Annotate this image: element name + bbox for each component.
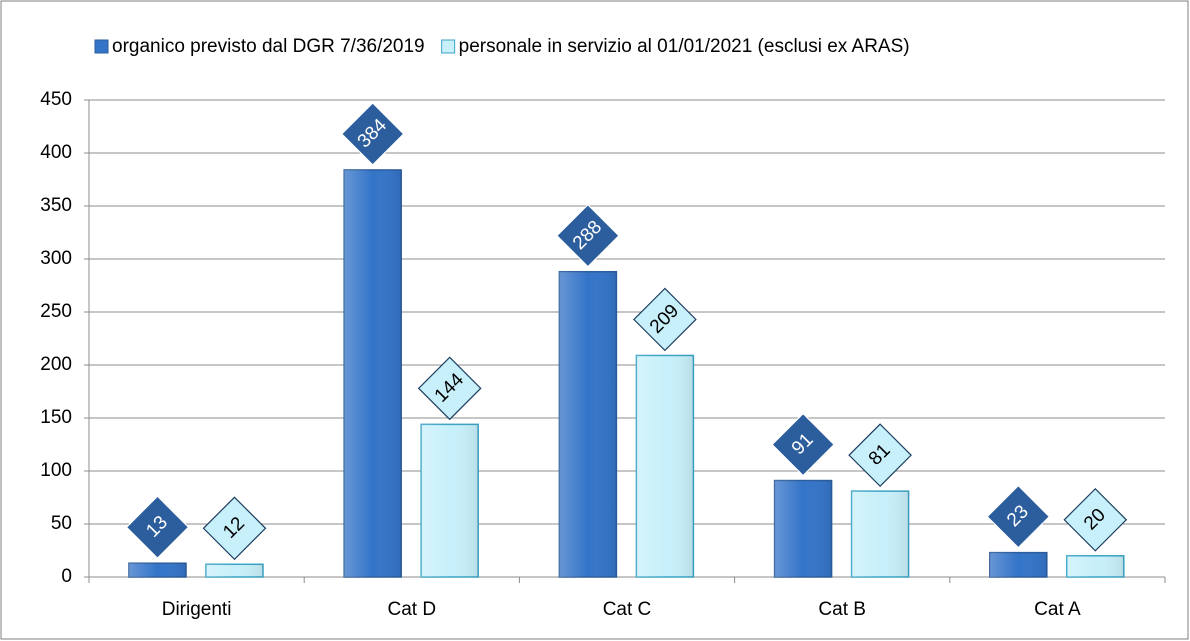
data-label-diamond — [633, 287, 697, 352]
y-tick-label: 50 — [51, 513, 72, 534]
data-label-diamond — [771, 412, 835, 477]
bar-shine — [636, 355, 694, 577]
data-label-diamond — [125, 495, 190, 560]
data-label-diamond — [556, 203, 620, 268]
x-tick-label: Cat C — [603, 599, 652, 620]
data-label-diamond — [417, 356, 482, 421]
legend-label: personale in servizio al 01/01/2021 (esc… — [459, 36, 910, 57]
bar-shine — [851, 491, 909, 577]
legend-swatch — [94, 39, 109, 54]
x-tick-label: Cat A — [1034, 599, 1081, 620]
legend-swatch — [441, 39, 456, 54]
data-label-diamond — [986, 484, 1051, 549]
y-tick-label: 150 — [40, 407, 72, 428]
bar-shine — [206, 564, 263, 577]
y-tick-label: 250 — [40, 301, 72, 322]
y-tick-label: 0 — [61, 566, 72, 587]
y-tick-label: 400 — [40, 142, 72, 163]
x-tick-label: Cat B — [818, 599, 866, 620]
bar-shine — [774, 480, 832, 577]
bar-shine — [559, 271, 617, 577]
y-tick-label: 100 — [40, 460, 72, 481]
y-tick-label: 300 — [40, 248, 72, 269]
data-label-diamond — [340, 102, 405, 166]
legend-label: organico previsto dal DGR 7/36/2019 — [112, 36, 425, 57]
data-label-diamond — [202, 496, 267, 561]
y-tick-label: 200 — [40, 354, 72, 375]
bar-shine — [989, 552, 1047, 577]
bar-shine — [344, 169, 402, 577]
data-label-diamond — [1063, 487, 1128, 552]
y-tick-label: 450 — [40, 89, 72, 110]
y-tick-label: 350 — [40, 195, 72, 216]
x-tick-label: Cat D — [388, 599, 437, 620]
bar-shine — [421, 424, 479, 577]
data-label-diamond — [848, 423, 912, 487]
bar-shine — [1066, 555, 1124, 577]
x-tick-label: Dirigenti — [162, 599, 232, 620]
bar-shine — [129, 563, 186, 577]
